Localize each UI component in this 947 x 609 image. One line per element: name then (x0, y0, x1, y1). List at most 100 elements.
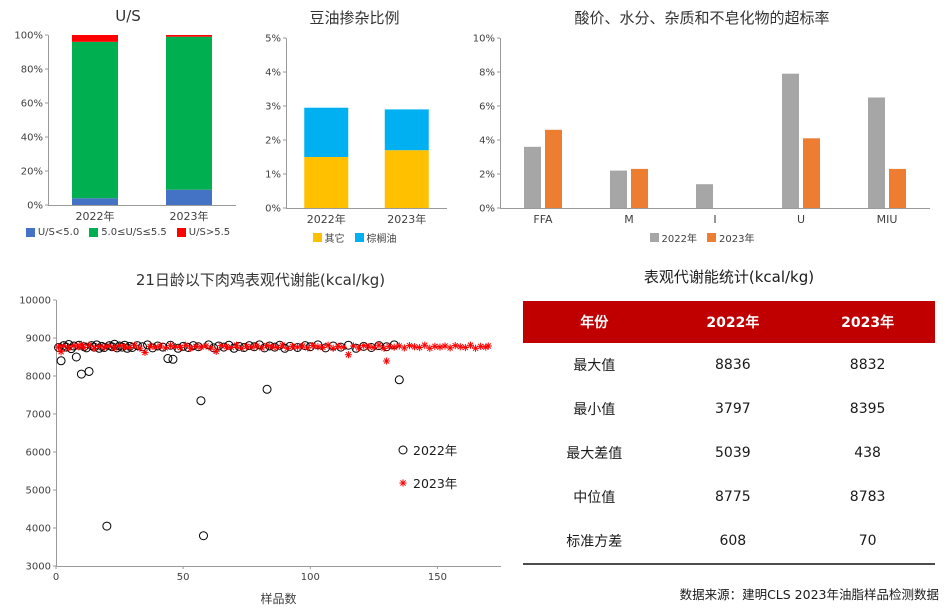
svg-text:2%: 2% (479, 170, 495, 181)
legend-swatch-icon (312, 233, 322, 242)
svg-text:8%: 8% (479, 68, 495, 79)
stat-value: 8836 (715, 357, 751, 373)
svg-text:3000: 3000 (26, 562, 51, 573)
table-row: 最小值 3797 8395 (523, 387, 935, 431)
svg-text:I: I (713, 213, 716, 226)
stats-table-panel: 表观代谢能统计(kcal/kg) 年份 2022年 2023年 最大值 8836… (523, 266, 935, 565)
svg-text:4%: 4% (265, 68, 281, 79)
legend-item: 其它 (312, 230, 345, 245)
exceed-rate-chart-legend: 2022年 2023年 (462, 230, 942, 245)
svg-text:0%: 0% (265, 204, 281, 215)
svg-text:FFA: FFA (533, 213, 553, 226)
legend-item: U/S>5.5 (176, 227, 231, 238)
legend-swatch-icon (89, 228, 99, 237)
svg-text:0: 0 (53, 572, 59, 583)
svg-text:4000: 4000 (26, 524, 51, 535)
legend-swatch-icon (649, 233, 659, 242)
stats-table-header-cell: 年份 (523, 301, 666, 343)
svg-text:1%: 1% (265, 170, 281, 181)
legend-swatch-icon (707, 233, 716, 242)
ame-scatter-plot-area: 3000 4000 5000 6000 7000 8000 9000 10000 0 50 100 1… (8, 292, 513, 608)
table-row: 最大差值 5039 438 (523, 431, 935, 475)
legend-label: U/S<5.0 (37, 227, 80, 238)
legend-item: U/S<5.0 (25, 227, 80, 238)
svg-text:MIU: MIU (877, 213, 898, 226)
svg-text:6%: 6% (479, 102, 495, 113)
legend-label: 其它 (324, 234, 345, 245)
stat-value: 8775 (715, 489, 751, 505)
adulteration-chart-legend: 其它 棕榈油 (252, 230, 457, 245)
svg-text:3%: 3% (265, 102, 281, 113)
svg-text:150: 150 (428, 572, 447, 583)
stat-value: 8395 (849, 401, 886, 417)
svg-text:9000: 9000 (26, 334, 51, 345)
svg-text:2022年: 2022年 (307, 212, 346, 226)
svg-text:100: 100 (301, 572, 320, 583)
legend-label: 2022年 (413, 443, 458, 458)
svg-text:0%: 0% (27, 201, 43, 212)
stat-label: 最大差值 (566, 446, 623, 462)
legend-item: 2023年 (707, 230, 754, 245)
legend-swatch-icon (176, 228, 186, 237)
svg-text:50: 50 (177, 572, 190, 583)
legend-label: 2022年 (661, 234, 697, 245)
svg-text:40%: 40% (21, 133, 43, 144)
stat-value: 5039 (715, 445, 751, 461)
stat-value: 8832 (849, 357, 886, 373)
stat-value: 608 (719, 533, 747, 549)
legend-swatch-icon (25, 228, 35, 237)
us-ratio-chart-panel: U/S 0% 20% 40% 60% 80% 100% 2022年 2023年 U/S<5.0… (8, 2, 248, 238)
legend-item: 2022年 (396, 440, 457, 459)
legend-label: U/S>5.5 (188, 227, 231, 238)
us-chart-legend: U/S<5.0 5.0≤U/S≤5.5 U/S>5.5 (8, 227, 248, 238)
stat-value: 70 (858, 533, 877, 549)
svg-text:7000: 7000 (26, 410, 51, 421)
us-chart-title: U/S (115, 7, 141, 25)
stat-value: 438 (854, 445, 881, 461)
stats-table-title: 表观代谢能统计(kcal/kg) (643, 268, 815, 286)
legend-item: 棕榈油 (354, 230, 397, 245)
ame-scatter-chart: 3000 4000 5000 6000 7000 8000 9000 10000 0 50 100 1… (19, 296, 501, 606)
legend-item: 2023年 (396, 473, 457, 492)
exceed-rate-grouped-bar-chart: 0%2%4%6%8%10%FFA M I U MIU (473, 34, 930, 226)
stat-label: 最大值 (573, 358, 616, 374)
svg-text:10%: 10% (473, 34, 495, 45)
legend-label: 5.0≤U/S≤5.5 (101, 227, 167, 238)
us-stacked-bar-chart: 0% 20% 40% 60% 80% 100% 2022年 2023年 (14, 31, 236, 223)
legend-label: 2023年 (413, 476, 458, 491)
legend-swatch-icon (354, 233, 364, 242)
svg-text:4%: 4% (479, 136, 495, 147)
svg-text:U: U (797, 213, 805, 226)
exceed-rate-chart-title: 酸价、水分、杂质和不皂化物的超标率 (574, 9, 830, 27)
table-row: 中位值 8775 8783 (523, 475, 935, 519)
legend-item: 5.0≤U/S≤5.5 (89, 227, 167, 238)
svg-text:M: M (624, 213, 634, 226)
ame-scatter-panel: 21日龄以下肉鸡表观代谢能(kcal/kg) 3000 4000 5000 6000 7… (8, 264, 513, 608)
svg-text:100%: 100% (14, 31, 43, 42)
stat-label: 最小值 (573, 402, 616, 418)
svg-text:10000: 10000 (19, 296, 51, 307)
svg-text:2023年: 2023年 (170, 209, 209, 223)
svg-text:0%: 0% (479, 204, 495, 215)
svg-text:80%: 80% (21, 65, 43, 76)
stat-label: 中位值 (573, 490, 616, 506)
star-marker-icon (399, 478, 407, 487)
stats-table-header-cell: 2022年 (665, 301, 801, 343)
data-source-note: 数据来源：建明CLS 2023年油脂样品检测数据 (679, 587, 939, 602)
adulteration-chart-panel: 豆油掺杂比例 0% 1% 2% 3% 4% 5% 2022年 2023年 其它 棕榈油 (252, 2, 457, 245)
ame-scatter-title: 21日龄以下肉鸡表观代谢能(kcal/kg) (135, 271, 386, 289)
legend-item: 2022年 (649, 230, 697, 245)
exceed-rate-chart-panel: 酸价、水分、杂质和不皂化物的超标率 0% 2% 4% 6% 8% 10% FFA M I U MIU… (462, 2, 942, 245)
svg-text:2%: 2% (265, 136, 281, 147)
svg-text:样品数: 样品数 (260, 591, 296, 606)
legend-label: 2023年 (719, 234, 755, 245)
stat-label: 标准方差 (566, 534, 623, 550)
svg-text:60%: 60% (21, 99, 43, 110)
stat-value: 8783 (849, 489, 886, 505)
svg-text:5000: 5000 (26, 486, 51, 497)
svg-text:2022年: 2022年 (76, 209, 115, 223)
svg-text:6000: 6000 (26, 448, 51, 459)
circle-marker-icon (398, 445, 408, 454)
stats-table-header-cell: 2023年 (800, 301, 935, 343)
